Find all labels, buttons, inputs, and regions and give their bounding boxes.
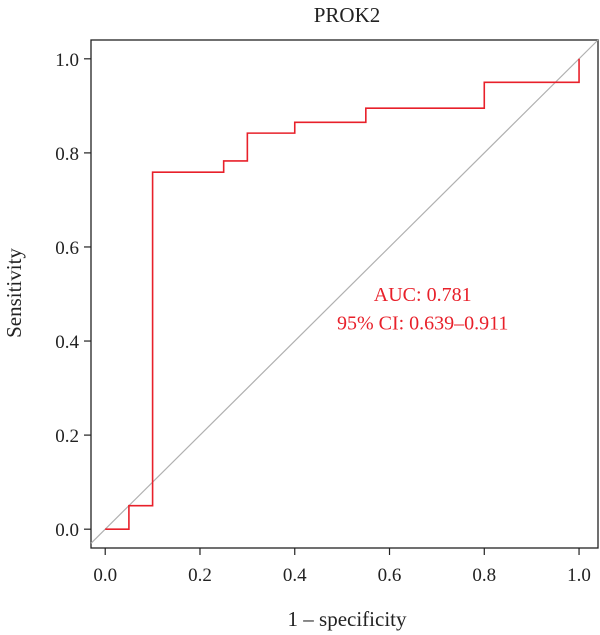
ci-annotation: 95% CI: 0.639–0.911 [337, 312, 508, 334]
y-tick-label: 0.6 [55, 238, 79, 259]
y-tick-label: 0.8 [55, 144, 79, 165]
x-tick-label: 0.8 [472, 565, 496, 586]
x-axis-label: 1 – specificity [288, 607, 407, 631]
roc-curve-line [105, 58, 580, 530]
x-tick-label: 1.0 [567, 565, 591, 586]
x-tick-label: 0.6 [378, 565, 402, 586]
y-tick-label: 1.0 [55, 50, 79, 71]
auc-annotation: AUC: 0.781 [374, 284, 472, 306]
y-axis-label: Sensitivity [2, 248, 26, 338]
reference-diagonal-line [90, 39, 599, 544]
x-tick-label: 0.4 [283, 565, 307, 586]
y-tick-label: 0.0 [55, 520, 79, 541]
y-tick-label: 0.4 [55, 332, 79, 353]
x-tick-label: 0.2 [188, 565, 212, 586]
y-tick-label: 0.2 [55, 426, 79, 447]
plot-frame [90, 39, 599, 549]
plot-layer: 0.0 0.2 0.4 0.6 0.8 1.0 0.0 0.2 0.4 0.6 0.8 1.0 AUC:… [55, 39, 599, 586]
x-tick-label: 0.0 [93, 565, 117, 586]
chart-title: PROK2 [314, 3, 381, 27]
